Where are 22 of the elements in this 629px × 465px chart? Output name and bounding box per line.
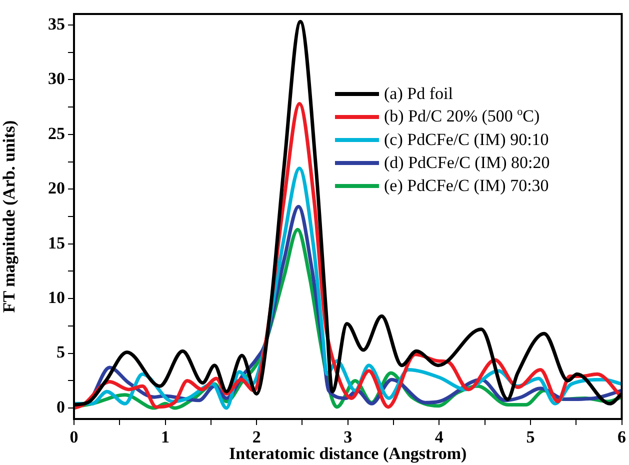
x-tick-label: 3 [344, 428, 352, 447]
y-tick-label: 35 [48, 14, 65, 34]
x-tick-label: 2 [252, 428, 261, 447]
x-tick-label: 5 [526, 428, 535, 447]
x-tick-label: 6 [618, 428, 626, 447]
y-tick-label: 20 [48, 178, 65, 198]
y-tick-label: 5 [56, 342, 65, 362]
legend-label: (d) PdCFe/C (IM) 80:20 [384, 152, 550, 172]
legend-label: (e) PdCFe/C (IM) 70:30 [384, 176, 549, 196]
y-axis-title: FT magnitude (Arb. units) [0, 120, 19, 313]
y-tick-label: 30 [48, 69, 65, 88]
x-tick-label: 0 [70, 428, 78, 447]
y-tick-label: 10 [48, 288, 65, 307]
legend-label: (c) PdCFe/C (IM) 90:10 [384, 130, 549, 150]
y-tick-label: 15 [48, 233, 65, 252]
x-axis-title: Interatomic distance (Angstrom) [229, 444, 467, 464]
y-tick-label: 0 [56, 397, 65, 416]
x-tick-label: 4 [434, 428, 444, 447]
x-tick-label: 1 [161, 428, 170, 447]
legend-label: (a) Pd foil [384, 84, 453, 104]
legend-label: (b) Pd/C 20% (500 $^{o}$C) [384, 106, 540, 127]
y-tick-label: 25 [48, 124, 65, 143]
